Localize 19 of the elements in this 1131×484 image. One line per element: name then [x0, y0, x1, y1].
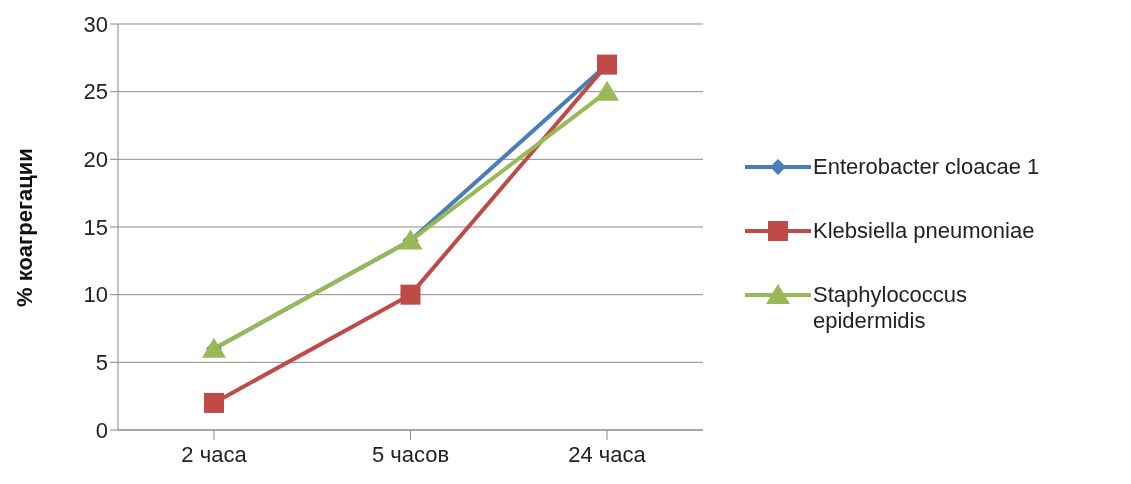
y-tick-label: 0	[95, 417, 108, 443]
point	[202, 337, 226, 358]
x-tick-label: 5 часов	[371, 441, 450, 467]
point	[595, 80, 619, 101]
x-tick-label: 24 часа	[568, 441, 647, 467]
y-tick-label: 5	[95, 350, 108, 376]
point	[398, 229, 423, 250]
y-tick-label: 15	[83, 214, 108, 240]
y-axis-title: % коагрегации	[11, 148, 37, 307]
y-tick-label: 10	[83, 282, 108, 308]
x-tick-label: 2 часа	[181, 441, 248, 467]
y-tick-label: 30	[83, 11, 108, 37]
y-tick-label: 25	[83, 79, 108, 105]
legend-label: Staphylococcus epidermidis	[813, 282, 969, 334]
legend-label: Enterobacter cloacae 1	[813, 154, 1041, 180]
y-tick-label: 20	[83, 147, 108, 173]
point	[400, 284, 421, 305]
legend-label: Klebsiella pneumoniae	[813, 218, 1036, 244]
point	[204, 392, 224, 413]
